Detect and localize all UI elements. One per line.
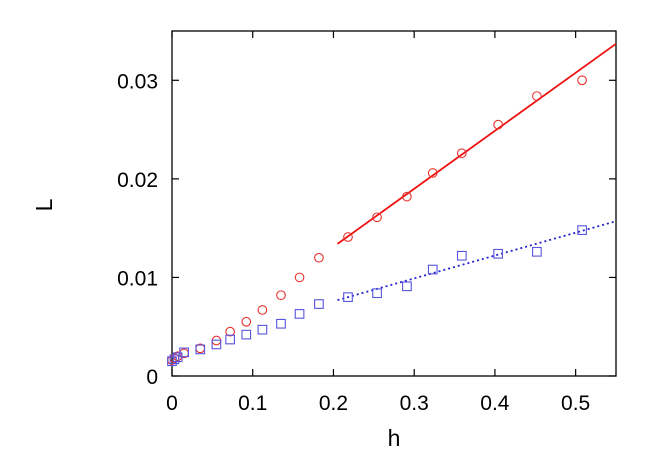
data-point-circle	[456, 148, 467, 159]
data-point-circle	[257, 305, 268, 315]
data-point-square	[276, 318, 286, 329]
data-point-square	[225, 334, 235, 345]
data-point-square	[493, 248, 503, 259]
x-axis-label: h	[388, 425, 401, 451]
y-tick-label: 0	[146, 366, 158, 389]
data-point-square	[257, 324, 268, 335]
data-point-square	[427, 264, 438, 275]
data-point-square	[532, 246, 542, 257]
x-axis-ticks: 0 0.1 0.2 0.3 0.4 0.5	[166, 31, 590, 415]
data-point-square	[456, 250, 467, 261]
x-tick-label: 0.1	[238, 392, 267, 415]
data-point-circle	[532, 91, 542, 101]
data-point-square	[314, 299, 324, 309]
data-point-circle	[225, 326, 235, 337]
data-point-circle	[402, 191, 412, 202]
y-tick-label: 0.02	[117, 169, 158, 192]
y-tick-label: 0.01	[117, 267, 158, 290]
data-point-circle	[314, 252, 324, 263]
data-point-square	[172, 352, 183, 363]
x-tick-label: 0	[166, 392, 178, 415]
x-tick-label: 0.5	[561, 392, 590, 415]
plot-frame	[171, 30, 617, 377]
data-point-square	[179, 347, 189, 358]
data-point-square	[372, 288, 382, 299]
data-point-circle	[343, 232, 353, 242]
data-point-square	[294, 309, 305, 319]
data-point-circle	[493, 119, 503, 130]
data-point-circle	[372, 212, 382, 223]
data-point-square	[577, 225, 587, 235]
data-point-square	[343, 292, 353, 302]
data-point-square	[195, 344, 206, 355]
x-tick-label: 0.3	[400, 392, 429, 415]
fit-line-solid	[336, 43, 617, 245]
data-series	[167, 75, 587, 367]
data-point-circle	[294, 272, 305, 283]
fit-lines	[336, 43, 617, 301]
data-point-square	[402, 281, 412, 292]
y-axis-ticks: 0 0.01 0.02 0.03	[117, 70, 616, 389]
data-point-circle	[241, 316, 252, 327]
data-point-square	[211, 339, 222, 350]
data-point-circle	[577, 75, 587, 86]
data-point-circle	[276, 290, 286, 301]
data-point-square	[241, 329, 252, 340]
data-point-square	[169, 354, 180, 365]
y-tick-label: 0.03	[117, 70, 158, 93]
data-point-circle	[427, 168, 438, 178]
x-tick-label: 0.2	[319, 392, 348, 415]
x-tick-label: 0.4	[480, 392, 510, 415]
y-axis-label: L	[31, 198, 57, 211]
fit-line-dotted	[337, 220, 617, 301]
